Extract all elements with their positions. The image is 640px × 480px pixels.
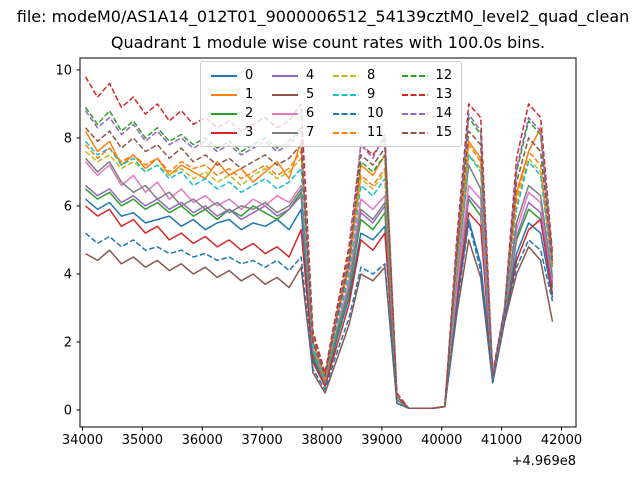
legend-line-sample bbox=[272, 112, 298, 115]
y-tick-label: 6 bbox=[64, 199, 72, 214]
legend-item-4: 4 bbox=[271, 66, 315, 85]
legend-item-1: 1 bbox=[210, 85, 254, 104]
legend-item-3: 3 bbox=[210, 123, 254, 142]
legend-line-sample bbox=[272, 93, 298, 96]
legend-label: 5 bbox=[306, 87, 315, 102]
y-tick-label: 10 bbox=[55, 63, 72, 78]
legend-label: 11 bbox=[367, 125, 384, 140]
legend-line-sample bbox=[333, 131, 359, 134]
legend-line-sample bbox=[401, 74, 428, 77]
x-tick-label: 39000 bbox=[361, 433, 402, 448]
legend: 0 1 2 3 4 5 6 7 8 9 10 11 12 13 14 15 bbox=[200, 61, 463, 147]
legend-line-sample bbox=[401, 131, 428, 134]
legend-item-10: 10 bbox=[332, 104, 384, 123]
legend-item-6: 6 bbox=[271, 104, 315, 123]
y-tick-label: 0 bbox=[64, 403, 72, 418]
legend-line-sample bbox=[272, 74, 298, 77]
y-tick-label: 2 bbox=[64, 335, 72, 350]
legend-label: 0 bbox=[245, 68, 254, 83]
x-tick-label: 42000 bbox=[541, 433, 582, 448]
series-line-13 bbox=[84, 76, 554, 410]
legend-label: 3 bbox=[245, 125, 254, 140]
legend-line-sample bbox=[401, 112, 428, 115]
legend-item-12: 12 bbox=[401, 66, 453, 85]
x-tick-label: 37000 bbox=[241, 433, 282, 448]
legend-item-5: 5 bbox=[271, 85, 315, 104]
axis-ticks bbox=[76, 69, 563, 431]
legend-label: 2 bbox=[245, 106, 254, 121]
legend-label: 1 bbox=[245, 87, 254, 102]
legend-label: 8 bbox=[367, 68, 376, 83]
y-tick-label: 4 bbox=[64, 267, 72, 282]
legend-line-sample bbox=[211, 74, 237, 77]
x-tick-label: 38000 bbox=[301, 433, 342, 448]
series-line-3 bbox=[85, 205, 554, 410]
legend-line-sample bbox=[401, 93, 428, 96]
legend-label: 10 bbox=[367, 106, 384, 121]
legend-label: 12 bbox=[435, 68, 453, 83]
x-tick-label: 36000 bbox=[182, 433, 223, 448]
legend-line-sample bbox=[333, 74, 359, 77]
legend-label: 7 bbox=[306, 125, 315, 140]
series-line-9 bbox=[84, 140, 554, 410]
legend-item-14: 14 bbox=[401, 104, 453, 123]
series-line-7 bbox=[84, 157, 554, 410]
legend-item-15: 15 bbox=[401, 123, 453, 142]
series-line-11 bbox=[84, 143, 554, 410]
legend-label: 13 bbox=[435, 87, 453, 102]
legend-item-0: 0 bbox=[210, 66, 254, 85]
legend-label: 15 bbox=[435, 125, 453, 140]
legend-label: 14 bbox=[435, 106, 453, 121]
legend-item-13: 13 bbox=[401, 85, 453, 104]
legend-item-7: 7 bbox=[271, 123, 315, 142]
legend-line-sample bbox=[272, 131, 298, 134]
x-tick-label: 41000 bbox=[481, 433, 522, 448]
legend-label: 9 bbox=[367, 87, 376, 102]
legend-line-sample bbox=[211, 93, 237, 96]
legend-line-sample bbox=[333, 112, 359, 115]
legend-line-sample bbox=[333, 93, 359, 96]
legend-line-sample bbox=[211, 131, 237, 134]
series-line-5 bbox=[85, 239, 554, 410]
legend-label: 4 bbox=[306, 68, 315, 83]
figure-suptitle: file: modeM0/AS1A14_012T01_9000006512_54… bbox=[16, 7, 630, 26]
axis-tick-labels: 34000 35000 36000 37000 38000 39000 40000 41000… bbox=[55, 63, 582, 448]
x-tick-label: 40000 bbox=[421, 433, 462, 448]
x-tick-label: 35000 bbox=[122, 433, 163, 448]
legend-label: 6 bbox=[306, 106, 315, 121]
legend-line-sample bbox=[211, 112, 237, 115]
data-lines bbox=[84, 76, 554, 410]
series-line-0 bbox=[85, 198, 554, 410]
legend-item-2: 2 bbox=[210, 104, 254, 123]
axes-frame bbox=[79, 57, 577, 428]
legend-item-9: 9 bbox=[332, 85, 384, 104]
legend-item-11: 11 bbox=[332, 123, 384, 142]
legend-item-8: 8 bbox=[332, 66, 384, 85]
y-tick-label: 8 bbox=[64, 131, 72, 146]
axes-title: Quadrant 1 module wise count rates with … bbox=[110, 33, 546, 52]
x-axis-offset-label: +4.969e8 bbox=[512, 454, 576, 469]
series-line-15 bbox=[84, 127, 554, 410]
x-tick-label: 34000 bbox=[62, 433, 103, 448]
